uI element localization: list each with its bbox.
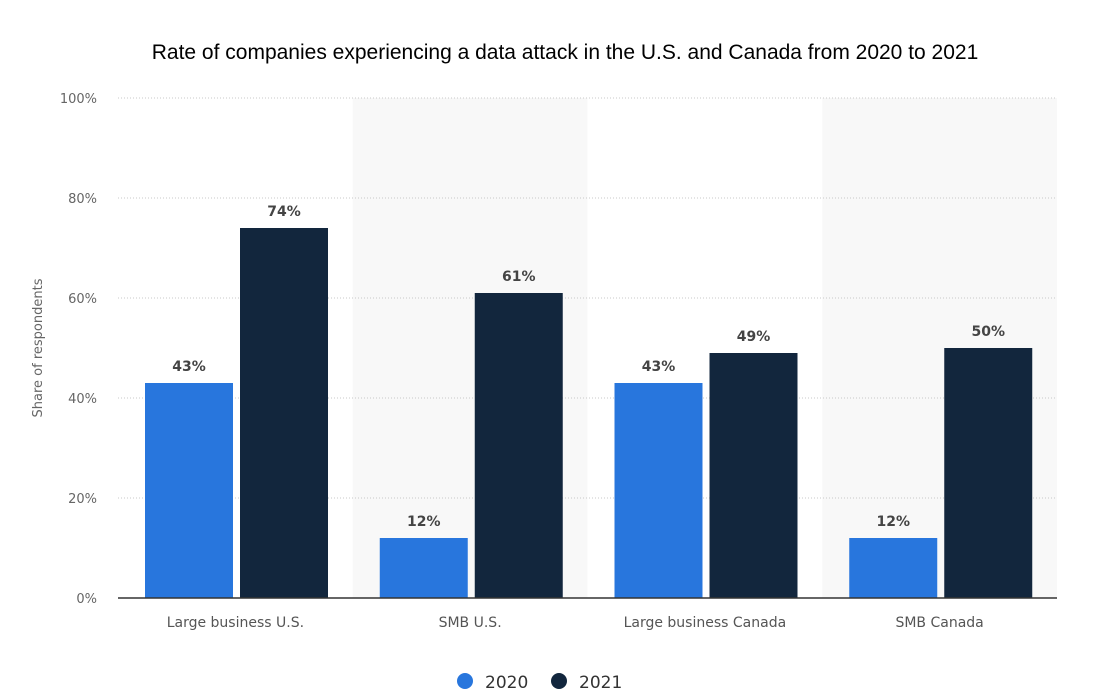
y-tick-label: 80% (68, 192, 97, 207)
legend-label-2021[interactable]: 2021 (579, 673, 622, 693)
bar-2020[interactable] (379, 538, 468, 598)
y-tick-label: 20% (68, 492, 97, 507)
y-tick-label: 100% (60, 92, 97, 107)
data-label: 12% (876, 514, 910, 530)
bar-2021[interactable] (240, 228, 328, 598)
data-label: 43% (172, 359, 206, 375)
bar-2021[interactable] (474, 293, 563, 598)
x-tick-label: SMB U.S. (439, 615, 502, 631)
data-label: 50% (971, 324, 1005, 340)
bar-2021[interactable] (944, 348, 1033, 598)
y-axis-label: Share of respondents (31, 278, 46, 417)
data-label: 49% (737, 329, 771, 345)
bar-2020[interactable] (849, 538, 938, 598)
data-label: 74% (267, 204, 301, 220)
y-tick-label: 40% (68, 392, 97, 407)
y-tick-label: 60% (68, 292, 97, 307)
chart-title: Rate of companies experiencing a data at… (152, 41, 979, 64)
bar-2021[interactable] (709, 353, 798, 598)
x-tick-label: Large business Canada (624, 615, 787, 631)
legend-marker-2020[interactable] (457, 673, 473, 689)
data-label: 61% (502, 269, 536, 285)
legend-marker-2021[interactable] (551, 673, 567, 689)
bar-2020[interactable] (145, 383, 233, 598)
legend-label-2020[interactable]: 2020 (485, 673, 528, 693)
bar-2020[interactable] (614, 383, 703, 598)
x-tick-label: SMB Canada (895, 615, 983, 631)
x-tick-label: Large business U.S. (167, 615, 304, 631)
data-label: 12% (407, 514, 441, 530)
data-label: 43% (642, 359, 676, 375)
y-tick-label: 0% (76, 592, 97, 607)
